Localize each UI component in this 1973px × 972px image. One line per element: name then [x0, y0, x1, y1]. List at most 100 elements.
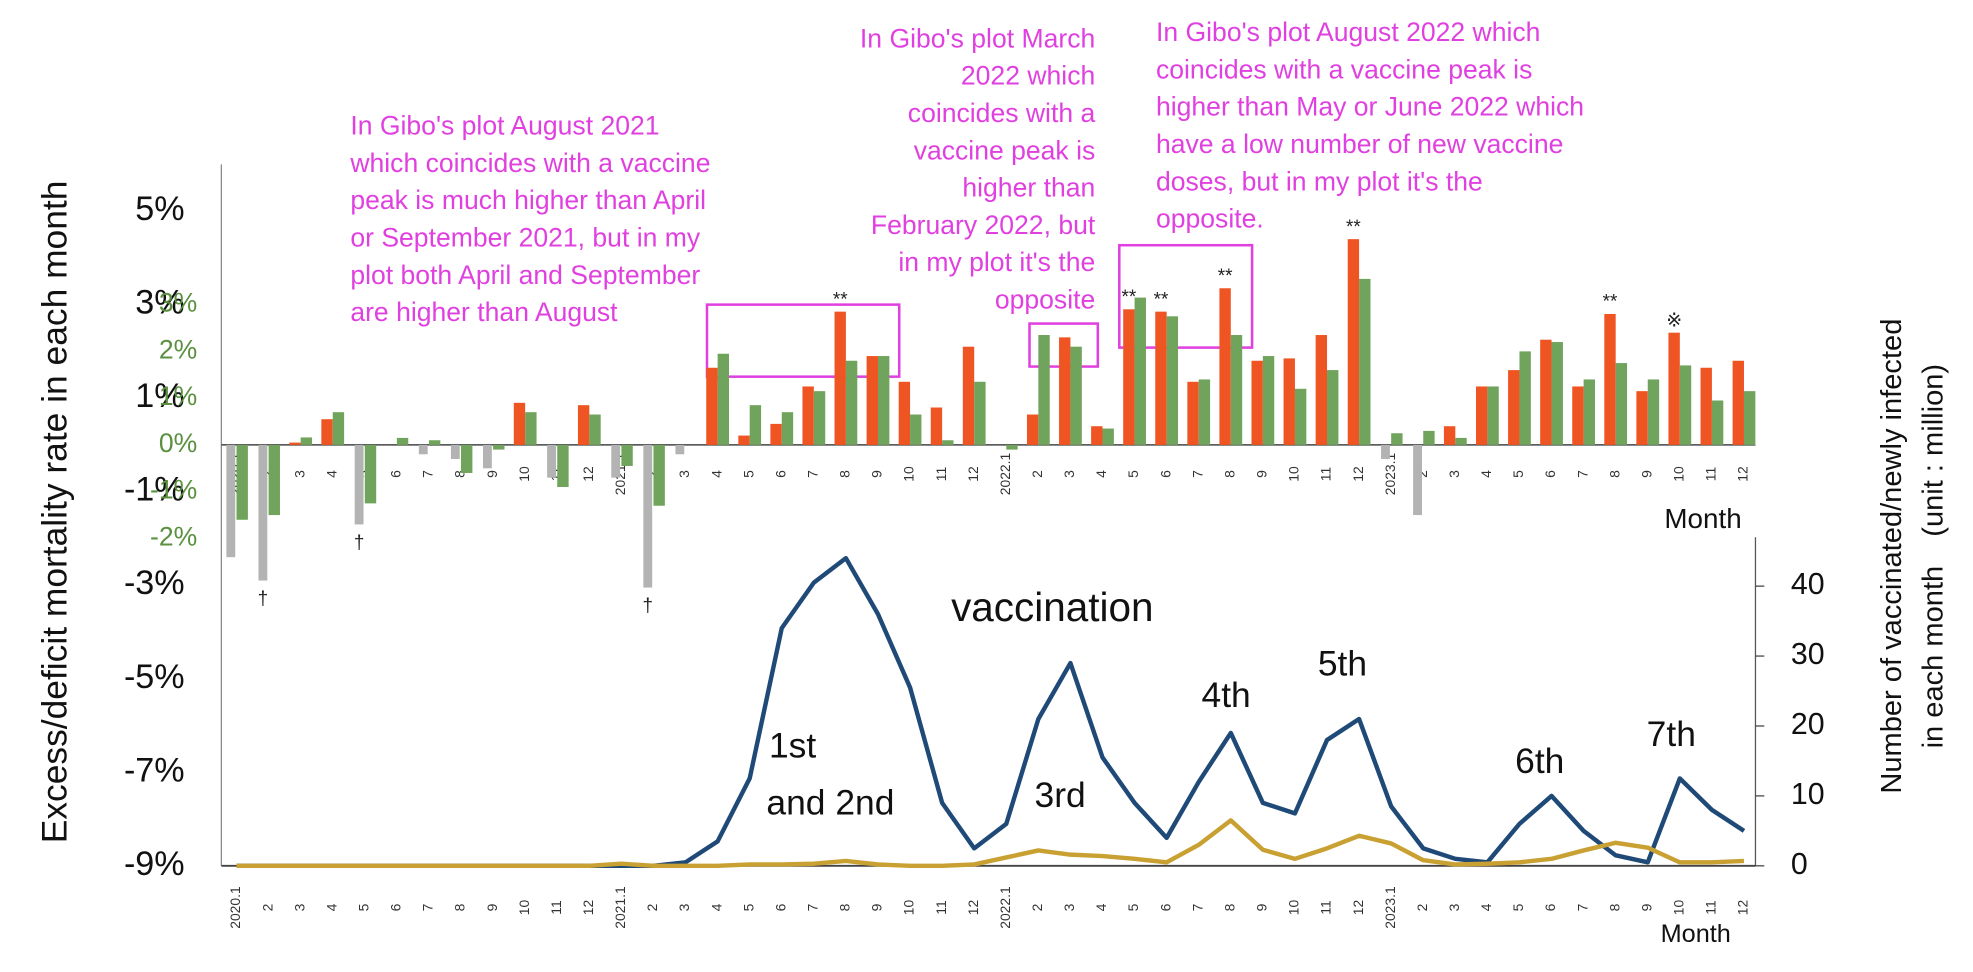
bar [461, 444, 473, 473]
x-tick-label: 9 [484, 470, 500, 478]
bar [300, 437, 313, 445]
x-tick-label: 6 [772, 903, 788, 911]
highlight-box [705, 303, 901, 378]
bar [706, 367, 718, 445]
x-tick-label: 12 [580, 466, 596, 482]
bar [1134, 297, 1146, 445]
y-tick-label: 20 [1791, 708, 1825, 741]
bar [1347, 239, 1360, 445]
bar [364, 444, 377, 504]
x-tick-label: 5 [355, 903, 371, 911]
x-tick-label: 6 [388, 470, 404, 478]
bar [289, 442, 301, 445]
bar [1327, 370, 1339, 445]
bar [1038, 335, 1050, 445]
bar [1262, 356, 1275, 445]
bar [354, 444, 364, 525]
x-tick-label: 3 [291, 903, 307, 911]
line-annotation: 3rd [1035, 775, 1086, 815]
y-tick-label: -5% [124, 658, 185, 696]
bar [1615, 363, 1628, 445]
bar [268, 444, 280, 516]
line-annotation: 7th [1647, 714, 1696, 754]
annotation: opposite. [1156, 204, 1264, 234]
x-tick-label: 11 [1318, 467, 1334, 482]
x-tick-label: 2 [259, 903, 275, 911]
line-annotation: vaccination [951, 584, 1153, 630]
bar [1359, 278, 1371, 445]
x-tick-label: 9 [1638, 903, 1654, 911]
x-tick-label: 8 [1606, 470, 1622, 478]
y-tick-label: -9% [124, 845, 185, 883]
x-tick-label: 5 [740, 470, 756, 478]
bar [1391, 433, 1403, 445]
x-tick-label: 4 [323, 903, 339, 911]
bar [577, 405, 590, 445]
x-tick-label: 7 [805, 470, 821, 478]
x-tick-label: 2023.1 [1382, 886, 1398, 929]
x-tick-label: 2020.1 [227, 886, 243, 929]
x-tick-label: 2 [1414, 903, 1430, 911]
annotation: In Gibo's plot August 2021 [350, 111, 659, 141]
bar [675, 444, 685, 455]
annotation: coincides with a [908, 98, 1096, 128]
x-tick-label: 9 [1254, 470, 1270, 478]
bar [930, 407, 943, 445]
bar [258, 444, 268, 581]
bar [643, 444, 653, 588]
x-tick-label: 4 [1093, 470, 1109, 478]
x-tick-label: 11 [1318, 900, 1334, 915]
bar [813, 391, 826, 445]
y-tick-label: 5% [135, 190, 184, 228]
annotation: peak is much higher than April [350, 185, 706, 215]
bar [611, 444, 621, 478]
significance-mark: ** [1346, 217, 1361, 238]
bar [1476, 386, 1488, 445]
y-tick-label: 1% [135, 377, 184, 415]
bar [1230, 335, 1243, 445]
x-tick-label: 6 [1157, 470, 1173, 478]
bar [1487, 386, 1499, 445]
x-tick-label: 3 [1446, 903, 1462, 911]
x-tick-label: 12 [580, 900, 596, 916]
x-tick-label: 4 [708, 903, 724, 911]
annotation: higher than [962, 173, 1095, 203]
bar [717, 353, 729, 445]
annotation: coincides with a vaccine peak is [1156, 54, 1532, 84]
x-tick-label: 8 [1221, 903, 1237, 911]
bar [1583, 379, 1595, 445]
bar [1551, 342, 1563, 445]
bar [1572, 386, 1584, 445]
x-tick-label: 8 [837, 903, 853, 911]
bar [1155, 311, 1167, 445]
significance-mark: † [643, 596, 654, 617]
x-tick-label: 12 [1350, 466, 1366, 482]
y2-tick-label: 3% [159, 288, 197, 318]
bar [1187, 381, 1199, 445]
annotation: vaccine peak is [914, 135, 1096, 165]
x-tick-label: 10 [1286, 900, 1302, 916]
x-tick-label: 8 [837, 470, 853, 478]
bar [428, 440, 441, 445]
x-tick-label: 9 [1254, 903, 1270, 911]
x-tick-label: 7 [1189, 903, 1205, 911]
x-tick-label: 4 [1478, 903, 1494, 911]
bar [653, 444, 665, 506]
x-tick-label: 5 [740, 903, 756, 911]
bar [1026, 414, 1039, 445]
x-tick-label: 10 [1671, 466, 1687, 482]
significance-mark: † [354, 532, 365, 553]
bar [621, 444, 633, 466]
bar [1219, 288, 1231, 445]
bar [1251, 360, 1263, 445]
y-tick-label: -1% [124, 471, 185, 509]
y2-tick-label: -1% [150, 475, 197, 505]
x-tick-label: 5 [1510, 903, 1526, 911]
x-tick-label: 11 [1703, 467, 1719, 482]
x-tick-label: 12 [965, 900, 981, 916]
bar [1059, 337, 1071, 445]
x-tick-label: 3 [676, 470, 692, 478]
x-tick-label: 7 [805, 903, 821, 911]
bar [1198, 379, 1211, 445]
